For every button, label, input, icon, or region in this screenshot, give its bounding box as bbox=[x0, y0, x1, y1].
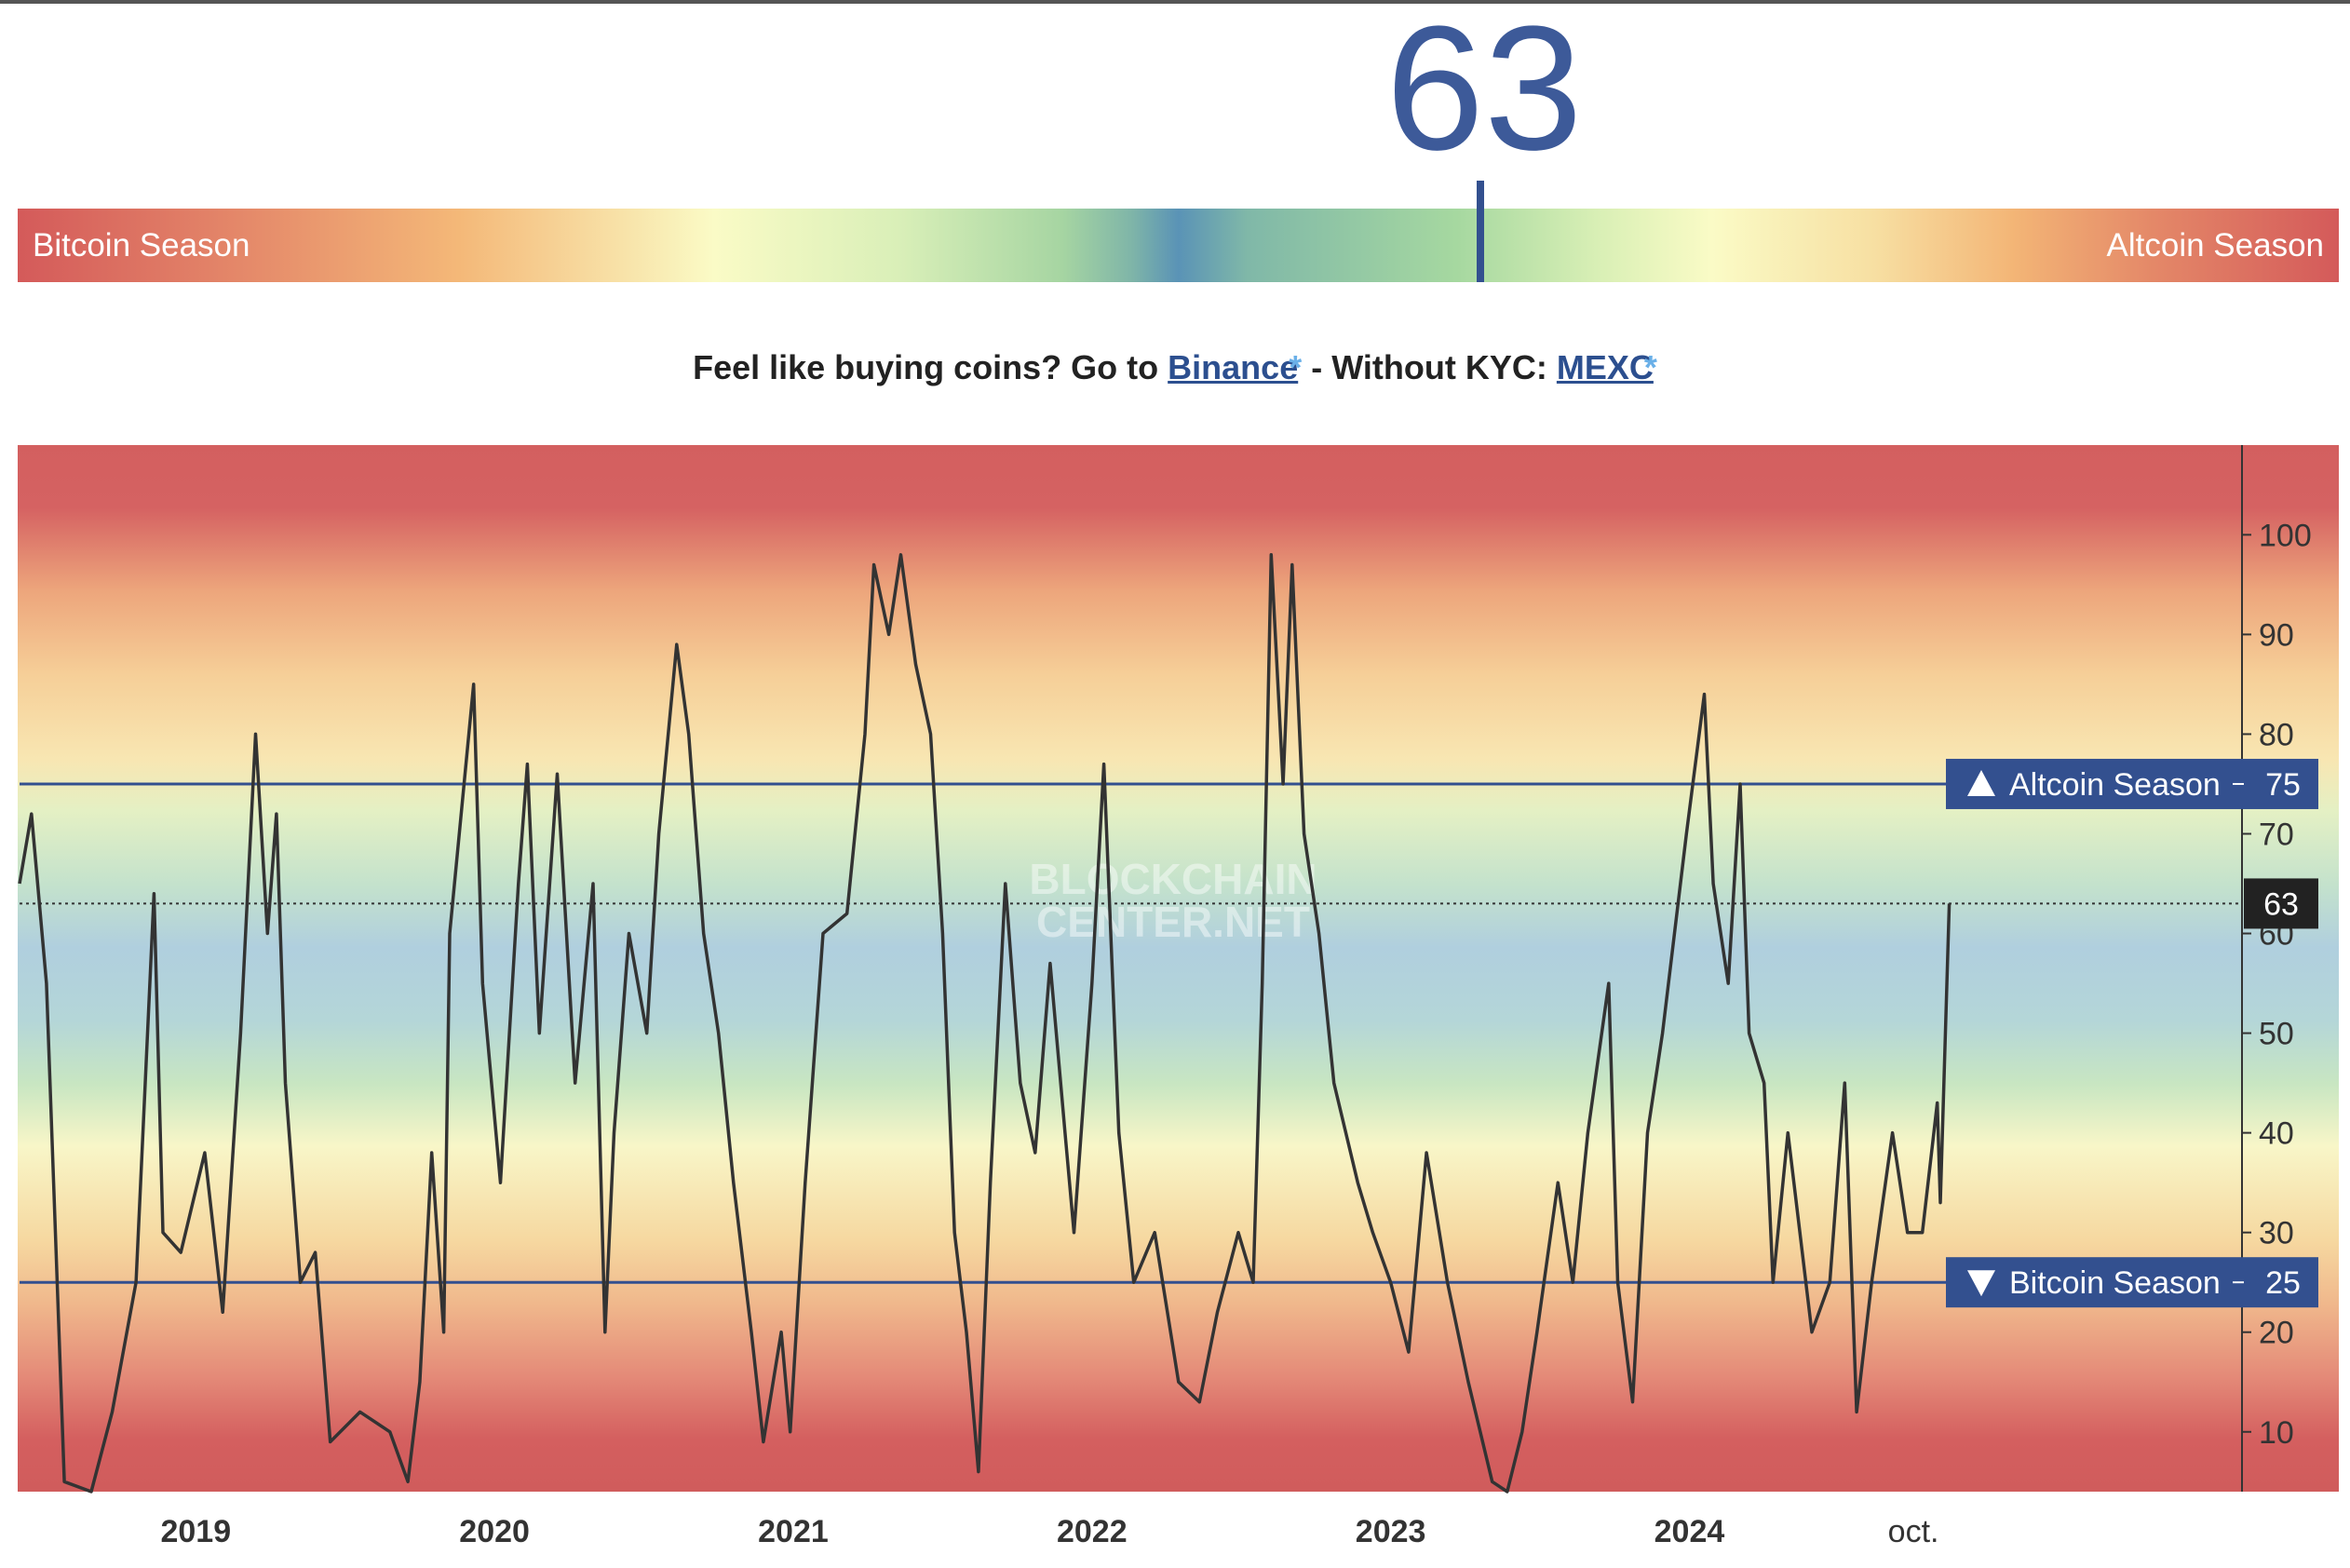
y-tick-label: 50 bbox=[2259, 1017, 2294, 1052]
y-tick-label: 10 bbox=[2259, 1415, 2294, 1451]
y-tick-label: 100 bbox=[2259, 518, 2312, 553]
threshold-box bbox=[1946, 758, 2318, 809]
current-label: 63 bbox=[2263, 886, 2299, 922]
index-bar: Bitcoin Season Altcoin Season bbox=[18, 209, 2339, 282]
watermark: CENTER.NET bbox=[1036, 898, 1310, 946]
threshold-box bbox=[1946, 1257, 2318, 1308]
plot-background bbox=[18, 445, 2339, 1492]
x-tick-label: 2022 bbox=[1057, 1514, 1128, 1549]
promo: Feel like buying coins? Go to Binance* -… bbox=[0, 348, 2350, 387]
promo-text: - Without KYC: bbox=[1311, 348, 1547, 386]
current-box bbox=[2244, 878, 2318, 929]
threshold-arrow bbox=[1967, 1270, 1995, 1297]
x-tick-label: 2019 bbox=[160, 1514, 231, 1549]
threshold-value: 25 bbox=[2265, 1265, 2301, 1301]
x-tick-label: 2024 bbox=[1654, 1514, 1725, 1549]
threshold-arrow bbox=[1967, 769, 1995, 796]
y-tick-label: 70 bbox=[2259, 817, 2294, 852]
promo-text: Feel like buying coins? Go to bbox=[693, 348, 1159, 386]
y-tick-label: 80 bbox=[2259, 717, 2294, 752]
y-tick-label: 40 bbox=[2259, 1116, 2294, 1152]
y-tick-label: 20 bbox=[2259, 1316, 2294, 1351]
threshold-label: Bitcoin Season bbox=[2009, 1265, 2221, 1301]
star: * bbox=[1289, 348, 1303, 386]
threshold-label: Altcoin Season bbox=[2009, 767, 2221, 803]
x-tick-label: 2020 bbox=[459, 1514, 530, 1549]
x-tick-label: oct. bbox=[1888, 1514, 1939, 1549]
series-line bbox=[18, 553, 1952, 1494]
index-marker bbox=[1476, 181, 1484, 282]
watermark: BLOCKCHAIN bbox=[1029, 855, 1317, 903]
mexc-link[interactable]: MEXC bbox=[1556, 348, 1654, 386]
star: * bbox=[1643, 348, 1657, 386]
top-border bbox=[0, 0, 2350, 4]
y-tick-label: 30 bbox=[2259, 1216, 2294, 1251]
index-value: 63 bbox=[1385, 0, 1583, 187]
x-tick-label: 2023 bbox=[1356, 1514, 1426, 1549]
binance-link[interactable]: Binance bbox=[1168, 348, 1299, 386]
y-tick-label: 90 bbox=[2259, 617, 2294, 653]
threshold-value: 75 bbox=[2265, 767, 2301, 803]
right-label: Altcoin Season bbox=[2106, 227, 2324, 264]
left-label: Bitcoin Season bbox=[33, 227, 250, 264]
x-tick-label: 2021 bbox=[758, 1514, 829, 1549]
